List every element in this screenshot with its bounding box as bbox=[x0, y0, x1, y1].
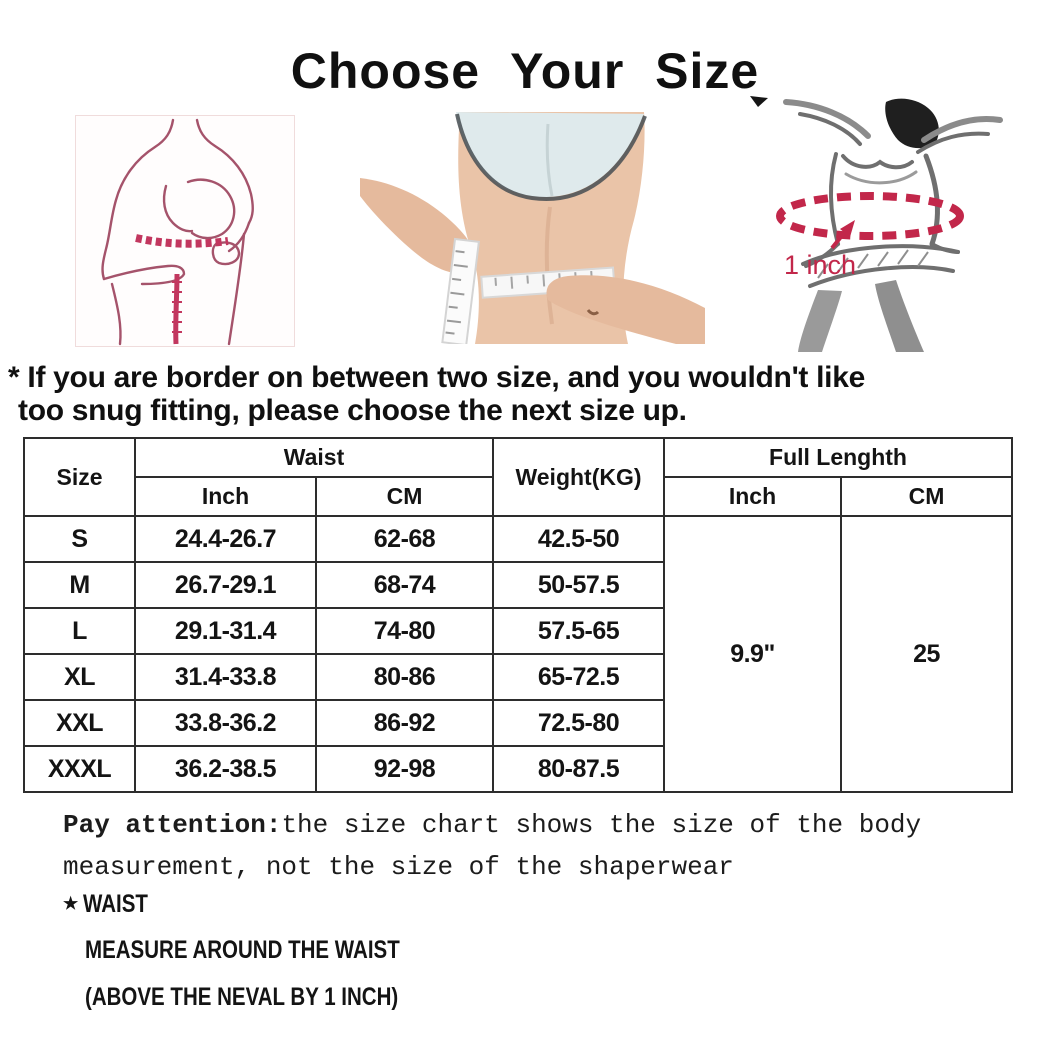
cell-waist-cm: 80-86 bbox=[315, 653, 494, 701]
waist-note-heading: ★ WAIST bbox=[63, 890, 162, 919]
sizing-note-line2: too snug fitting, please choose the next… bbox=[18, 394, 687, 427]
header-fl-cm: CM bbox=[840, 476, 1013, 517]
cell-waist-cm: 68-74 bbox=[315, 561, 494, 609]
table-header-row-1: Size Waist Weight(KG) Full Lenghth bbox=[23, 437, 1013, 517]
pay-attention-line2: measurement, not the size of the shaperw… bbox=[63, 852, 734, 882]
cell-weight: 80-87.5 bbox=[492, 745, 665, 793]
table-row: L 29.1-31.4 74-80 57.5-65 bbox=[23, 607, 1012, 655]
cell-waist-inch: 26.7-29.1 bbox=[134, 561, 317, 609]
header-weight: Weight(KG) bbox=[492, 437, 665, 517]
table-row: XXL 33.8-36.2 86-92 72.5-80 bbox=[23, 699, 1012, 747]
one-inch-sketch: 1 inch bbox=[748, 94, 1008, 354]
cell-waist-cm: 62-68 bbox=[315, 515, 494, 563]
one-inch-dashed-ellipse bbox=[776, 192, 964, 240]
waist-note-line2: (ABOVE THE NEVAL BY 1 INCH) bbox=[85, 983, 467, 1012]
table-row: XL 31.4-33.8 80-86 65-72.5 bbox=[23, 653, 1012, 701]
waist-note-line1-text: MEASURE AROUND THE WAIST bbox=[85, 936, 400, 964]
navel bbox=[586, 309, 600, 316]
cell-size: S bbox=[23, 515, 136, 563]
table-row: M 26.7-29.1 68-74 50-57.5 bbox=[23, 561, 1012, 609]
header-waist-inch: Inch bbox=[134, 476, 317, 517]
cell-size: XXL bbox=[23, 699, 136, 747]
size-chart-table: Size Waist Weight(KG) Full Lenghth Inch … bbox=[23, 437, 1013, 793]
cell-size: L bbox=[23, 607, 136, 655]
sketch-drawing: 1 inch bbox=[750, 96, 1003, 352]
header-fl-inch: Inch bbox=[663, 476, 842, 517]
sizing-note-line1: * If you are border on between two size,… bbox=[8, 361, 865, 394]
cell-waist-cm: 86-92 bbox=[315, 699, 494, 747]
pay-attention-line1: Pay attention:the size chart shows the s… bbox=[63, 804, 1013, 846]
pay-attention-prefix: Pay attention: bbox=[63, 810, 282, 840]
cell-waist-inch: 31.4-33.8 bbox=[134, 653, 317, 701]
one-inch-label: 1 inch bbox=[784, 250, 856, 280]
cell-waist-inch: 36.2-38.5 bbox=[134, 745, 317, 793]
pay-attention-note: Pay attention:the size chart shows the s… bbox=[63, 804, 1013, 888]
header-waist: Waist bbox=[134, 437, 494, 478]
cell-weight: 42.5-50 bbox=[492, 515, 665, 563]
cell-weight: 50-57.5 bbox=[492, 561, 665, 609]
cell-waist-cm: 74-80 bbox=[315, 607, 494, 655]
cell-full-length-inch: 9.9" bbox=[663, 515, 842, 793]
header-waist-cm: CM bbox=[315, 476, 494, 517]
table-row: XXXL 36.2-38.5 92-98 80-87.5 bbox=[23, 745, 1012, 793]
hanging-tape bbox=[172, 273, 182, 345]
waist-measure-photo bbox=[360, 112, 705, 347]
table-row: S 24.4-26.7 62-68 42.5-50 9.9" 25 bbox=[23, 515, 1013, 793]
header-size: Size bbox=[23, 437, 136, 517]
cell-waist-cm: 92-98 bbox=[315, 745, 494, 793]
page-title: Choose Your Size bbox=[290, 43, 760, 99]
corner-mark bbox=[750, 96, 768, 107]
sizing-note: * If you are border on between two size,… bbox=[8, 361, 1048, 427]
photo-drawing bbox=[360, 112, 705, 347]
cell-size: XL bbox=[23, 653, 136, 701]
pay-attention-rest: the size chart shows the size of the bod… bbox=[281, 810, 922, 840]
one-inch-arrow bbox=[830, 220, 855, 250]
measuring-tape-band bbox=[135, 234, 229, 248]
underbust-measure-line-art bbox=[75, 115, 295, 347]
star-icon: ★ bbox=[63, 894, 79, 913]
cell-size: XXXL bbox=[23, 745, 136, 793]
line-art-drawing bbox=[101, 118, 254, 346]
cell-weight: 72.5-80 bbox=[492, 699, 665, 747]
waist-note-title: WAIST bbox=[82, 890, 148, 918]
tape-vertical bbox=[441, 237, 480, 347]
header-full-length: Full Lenghth bbox=[663, 437, 1013, 478]
cell-size: M bbox=[23, 561, 136, 609]
waist-note-line2-text: (ABOVE THE NEVAL BY 1 INCH) bbox=[85, 983, 399, 1011]
cell-waist-inch: 29.1-31.4 bbox=[134, 607, 317, 655]
cell-waist-inch: 24.4-26.7 bbox=[134, 515, 317, 563]
table-header-row-2: Inch CM Inch CM bbox=[24, 476, 1013, 517]
waist-note-line1: MEASURE AROUND THE WAIST bbox=[85, 936, 469, 965]
cell-weight: 65-72.5 bbox=[492, 653, 665, 701]
cell-full-length-cm: 25 bbox=[840, 515, 1013, 793]
cell-weight: 57.5-65 bbox=[492, 607, 665, 655]
cell-waist-inch: 33.8-36.2 bbox=[134, 699, 317, 747]
